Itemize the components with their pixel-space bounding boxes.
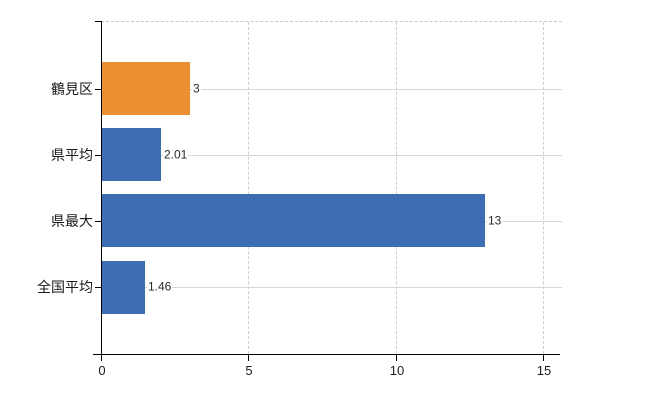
category-label: 県最大 xyxy=(51,212,93,229)
x-tick-label-15: 15 xyxy=(536,363,552,378)
bar-1-県平均 xyxy=(102,128,161,181)
x-tick-label-5: 5 xyxy=(245,363,253,378)
x-axis-line xyxy=(93,354,560,355)
x-tick-label-0: 0 xyxy=(98,363,106,378)
plot-top-dashed-border xyxy=(101,21,562,22)
vertical-gridline-5 xyxy=(248,22,249,354)
value-label: 2.01 xyxy=(163,147,189,162)
row-gridline xyxy=(102,155,562,156)
y-axis-line xyxy=(101,21,102,354)
category-tick xyxy=(95,287,101,288)
category-tick xyxy=(95,155,101,156)
bar-3-全国平均 xyxy=(102,261,145,314)
category-label: 鶴見区 xyxy=(51,80,93,97)
row-gridline xyxy=(102,287,562,288)
bar-2-県最大 xyxy=(102,194,485,247)
value-label: 3 xyxy=(192,81,201,95)
x-tick-5 xyxy=(248,355,249,361)
vertical-gridline-15 xyxy=(543,22,544,354)
value-label: 13 xyxy=(487,213,503,228)
row-gridline xyxy=(102,89,562,90)
x-tick-0 xyxy=(101,355,102,361)
bar-0-鶴見区 xyxy=(102,62,190,115)
y-axis-top-tick xyxy=(95,21,101,22)
category-label: 全国平均 xyxy=(37,279,93,296)
x-tick-10 xyxy=(396,355,397,361)
category-tick xyxy=(95,221,101,222)
category-tick xyxy=(95,89,101,90)
vertical-gridline-10 xyxy=(396,22,397,354)
x-tick-15 xyxy=(543,355,544,361)
value-label: 1.46 xyxy=(147,279,173,294)
category-label: 県平均 xyxy=(51,146,93,163)
x-tick-label-10: 10 xyxy=(389,363,405,378)
